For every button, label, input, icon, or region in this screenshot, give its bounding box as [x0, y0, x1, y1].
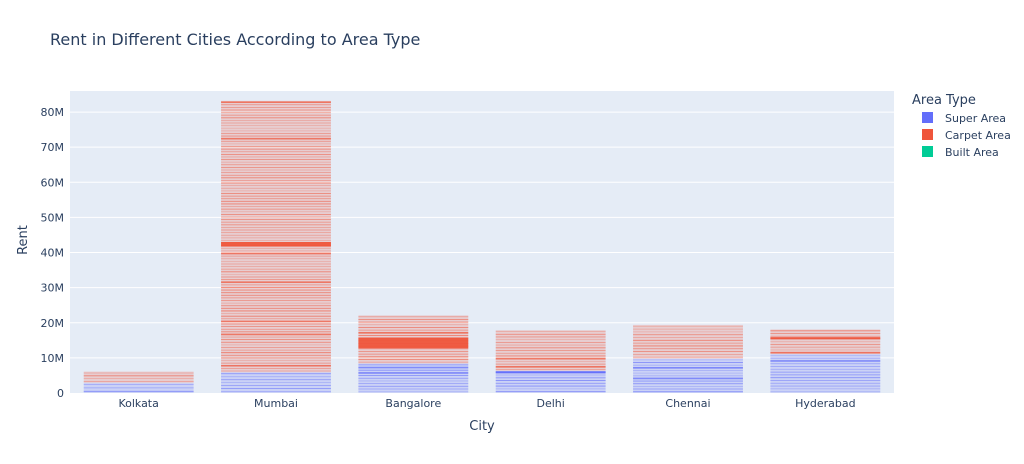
x-axis-title: City [469, 419, 495, 434]
legend-label: Carpet Area [945, 129, 1011, 142]
bars [83, 100, 881, 393]
bar-mumbai-carpet-area [221, 100, 331, 373]
bar-highlight [770, 337, 881, 340]
y-tick-label: 30M [41, 282, 65, 295]
y-tick-label: 20M [41, 317, 65, 330]
x-tick-label: Chennai [665, 397, 710, 410]
bar-delhi-super-area [495, 370, 606, 393]
legend-swatch [922, 112, 933, 123]
x-tick-label: Mumbai [254, 397, 298, 410]
legend-swatch [922, 146, 933, 157]
bar-highlight [221, 242, 331, 247]
bar-bangalore-super-area [358, 363, 469, 393]
y-tick-label: 10M [41, 352, 65, 365]
y-tick-label: 40M [41, 247, 65, 260]
x-axis-ticks: Kolkata Mumbai Bangalore Delhi Chennai Hydera… [118, 397, 855, 410]
plot-area [70, 91, 894, 393]
legend-title: Area Type [912, 93, 976, 108]
legend-label: Built Area [945, 146, 999, 159]
legend: Area Type Super Area Carpet Area Built Are… [912, 93, 1011, 159]
bar-highlight [358, 337, 469, 349]
gridlines [70, 111, 894, 359]
y-tick-label: 0 [57, 387, 64, 400]
chart-title: Rent in Different Cities According to Ar… [50, 30, 420, 49]
bar-highlight [495, 371, 606, 374]
legend-swatch [922, 129, 933, 140]
legend-label: Super Area [945, 112, 1006, 125]
y-axis-title: Rent [16, 225, 31, 255]
legend-item-carpet-area[interactable]: Carpet Area [922, 129, 1011, 142]
bar-chennai-carpet-area [633, 324, 743, 359]
x-tick-label: Bangalore [385, 397, 441, 410]
bar-mumbai-super-area [221, 372, 331, 393]
bar-hyderabad-super-area [770, 354, 881, 393]
x-tick-label: Delhi [537, 397, 565, 410]
bar-kolkata-super-area [83, 382, 194, 393]
y-tick-label: 60M [41, 176, 65, 189]
legend-item-built-area[interactable]: Built Area [922, 146, 999, 159]
y-tick-label: 80M [41, 106, 65, 119]
legend-item-super-area[interactable]: Super Area [922, 112, 1006, 125]
x-tick-label: Hyderabad [795, 397, 856, 410]
bar-delhi-carpet-area [495, 330, 606, 371]
x-tick-label: Kolkata [118, 397, 158, 410]
bar-kolkata-carpet-area [83, 371, 194, 383]
bar-chennai-super-area [633, 358, 743, 393]
y-tick-label: 50M [41, 211, 65, 224]
bar-hyderabad-carpet-area [770, 329, 881, 355]
y-tick-label: 70M [41, 141, 65, 154]
y-axis-ticks: 0 10M 20M 30M 40M 50M 60M 70M 80M [41, 106, 65, 400]
